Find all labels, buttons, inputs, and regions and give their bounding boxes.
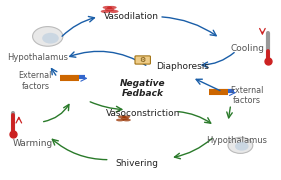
Text: Hypothalamus: Hypothalamus: [8, 53, 69, 62]
Ellipse shape: [101, 10, 110, 13]
Text: Warming: Warming: [12, 139, 53, 148]
Circle shape: [228, 137, 253, 153]
Ellipse shape: [107, 6, 117, 9]
Ellipse shape: [121, 117, 129, 120]
Ellipse shape: [109, 10, 119, 13]
Text: Hypothalamus: Hypothalamus: [206, 136, 267, 145]
Circle shape: [42, 33, 59, 44]
Text: Cooling: Cooling: [231, 44, 265, 53]
Ellipse shape: [122, 115, 130, 118]
Ellipse shape: [103, 6, 112, 9]
Ellipse shape: [116, 119, 124, 122]
Circle shape: [33, 27, 63, 46]
Text: External
factors: External factors: [19, 71, 52, 91]
Text: Vasodilation: Vasodilation: [104, 12, 159, 21]
Text: External
factors: External factors: [231, 86, 264, 105]
Circle shape: [235, 142, 249, 151]
Text: Shivering: Shivering: [116, 159, 159, 168]
Ellipse shape: [118, 115, 126, 118]
Text: Vasoconstriction: Vasoconstriction: [105, 109, 180, 118]
Text: ⚙: ⚙: [140, 57, 146, 63]
Ellipse shape: [105, 8, 114, 11]
Text: Diaphoresis: Diaphoresis: [157, 62, 209, 71]
Text: Negative
Fedback: Negative Fedback: [120, 78, 166, 98]
Ellipse shape: [123, 119, 131, 122]
FancyBboxPatch shape: [135, 56, 150, 64]
